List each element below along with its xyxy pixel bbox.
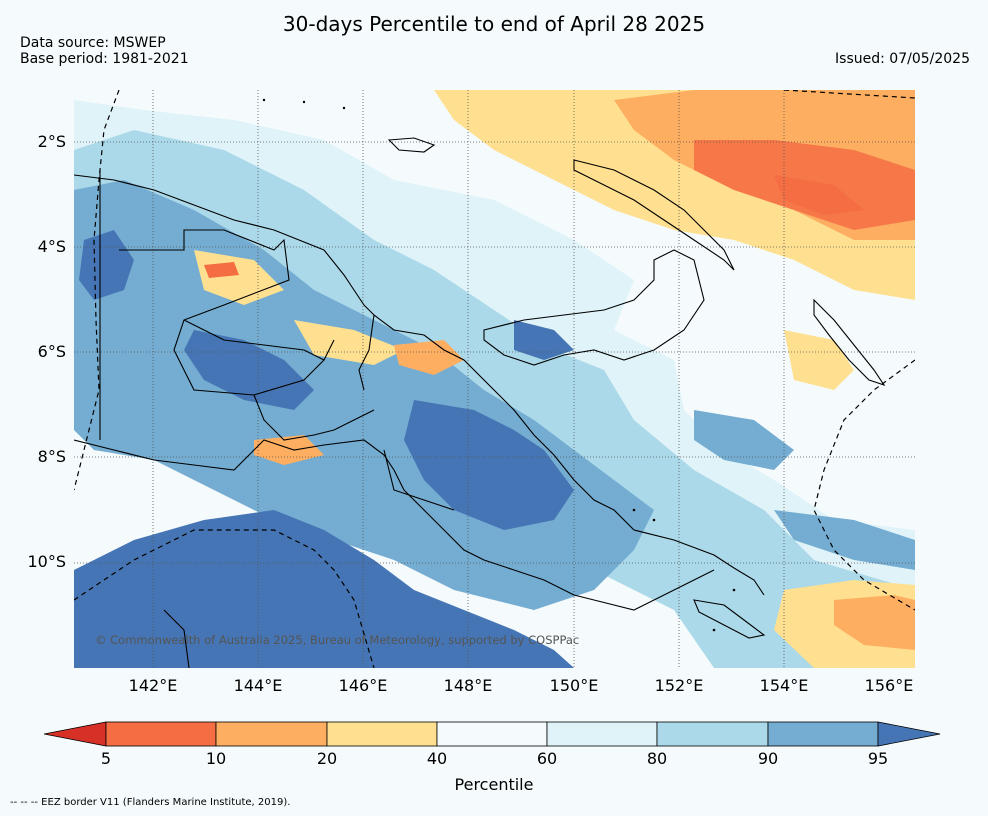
colorbar-tick-20: 20 [316, 749, 338, 768]
issued-date: Issued: 07/05/2025 [835, 51, 970, 67]
base-period-text: Base period: 1981-2021 [20, 51, 189, 67]
lat-label-4s: 4°S [37, 237, 66, 256]
lat-label-10s: 10°S [27, 552, 66, 571]
map-canvas [74, 90, 915, 668]
colorbar-above-95 [877, 721, 941, 747]
colorbar-tick-5: 5 [100, 749, 112, 768]
colorbar-tick-60: 60 [536, 749, 558, 768]
colorbar-tick-10: 10 [205, 749, 227, 768]
colorbar-10-20 [215, 721, 328, 747]
data-source-text: Data source: MSWEP [20, 35, 166, 51]
dry-anomaly-fields [194, 90, 915, 668]
lon-label-152e: 152°E [654, 676, 704, 695]
map-title: 30-days Percentile to end of April 28 20… [282, 12, 706, 36]
colorbar-label: Percentile [454, 775, 534, 794]
colorbar-20-40 [326, 721, 438, 747]
coastlines [74, 137, 886, 668]
percentile-map [74, 90, 915, 668]
colorbar-below-5 [44, 721, 107, 747]
lon-label-146e: 146°E [338, 676, 388, 695]
colorbar-tick-95: 95 [867, 749, 889, 768]
lon-label-154e: 154°E [759, 676, 809, 695]
eez-legend-note: -- -- -- EEZ border V11 (Flanders Marine… [10, 797, 291, 808]
small-islands [262, 98, 736, 632]
eez-borders [74, 90, 915, 668]
colorbar-tick-80: 80 [646, 749, 668, 768]
colorbar-5-10 [105, 721, 217, 747]
colorbar-80-90 [656, 721, 769, 747]
lon-label-142e: 142°E [128, 676, 178, 695]
percentile-colorbar [44, 721, 941, 747]
data-source-info: Data source: MSWEP Base period: 1981-202… [20, 35, 189, 67]
lat-label-6s: 6°S [37, 342, 66, 361]
lon-label-156e: 156°E [864, 676, 914, 695]
colorbar-tick-40: 40 [426, 749, 448, 768]
lon-label-150e: 150°E [549, 676, 599, 695]
colorbar-40-60 [436, 721, 548, 747]
lon-label-148e: 148°E [443, 676, 493, 695]
colorbar-90-95 [767, 721, 879, 747]
colorbar-tick-90: 90 [757, 749, 779, 768]
lat-label-8s: 8°S [37, 447, 66, 466]
lat-label-2s: 2°S [37, 132, 66, 151]
colorbar-60-80 [546, 721, 658, 747]
lon-label-144e: 144°E [233, 676, 283, 695]
copyright-notice: © Commonwealth of Australia 2025, Bureau… [95, 633, 580, 647]
